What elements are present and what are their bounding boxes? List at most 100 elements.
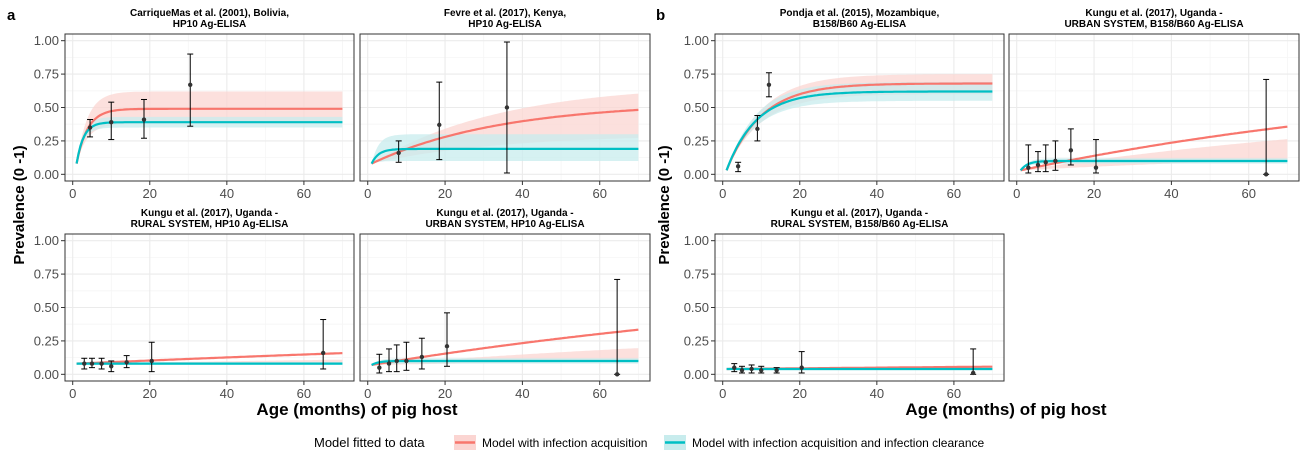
x-tick-label: 0 [364,186,371,201]
y-tick-label: 1.00 [684,233,709,248]
y-tick-label: 0.75 [684,267,709,282]
panel-title: Fevre et al. (2017), Kenya, [444,8,567,19]
data-point [444,344,450,349]
panel-border [1008,33,1300,182]
panel-label-a: a [7,7,16,24]
data-point [394,358,399,364]
x-tick-label: 40 [220,386,234,401]
panel-title: Kungu et al. (2017), Uganda - [141,208,278,219]
y-tick-label: 0.25 [684,133,709,148]
y-tick-label: 0.00 [34,167,59,182]
data-point [755,126,760,132]
data-point [109,364,114,369]
data-point [124,360,129,365]
series-line-clearance [370,147,639,165]
legend-title: Model fitted to data [314,435,425,450]
x-tick-label: 20 [438,186,452,201]
y-tick-label: 0.50 [684,100,709,115]
data-point [970,370,976,376]
plot-area [65,34,354,181]
data-point [766,82,772,87]
data-point [149,358,154,364]
x-tick-label: 60 [947,186,961,201]
x-tick-label: 40 [870,186,884,201]
panels: CarriqueMas et al. (2001), Bolivia,HP10 … [34,8,1300,401]
x-axis-title-right: Age (months) of pig host [905,400,1106,419]
data-point [735,164,741,169]
x-tick-label: 0 [364,386,371,401]
y-tick-label: 0.75 [34,267,59,282]
ci-band-clearance [726,82,993,171]
y-tick-label: 0.50 [34,100,59,115]
chart-panel: Kungu et al. (2017), Uganda -RURAL SYSTE… [34,208,355,401]
x-tick-label: 60 [592,186,606,201]
panel-title: URBAN SYSTEM, HP10 Ag-ELISA [425,219,584,230]
data-point [396,150,401,156]
x-tick-label: 40 [515,386,529,401]
x-tick-label: 60 [297,186,311,201]
x-tick-label: 0 [1013,186,1020,201]
panel-title: Kungu et al. (2017), Uganda - [1085,8,1222,19]
panel-title: Kungu et al. (2017), Uganda - [436,208,573,219]
y-tick-label: 0.00 [684,167,709,182]
y-tick-label: 1.00 [34,233,59,248]
y-tick-label: 1.00 [34,33,59,48]
chart-panel: Fevre et al. (2017), Kenya,HP10 Ag-ELISA… [359,8,651,201]
data-point [141,117,147,122]
y-tick-label: 0.25 [34,133,59,148]
data-point [188,82,193,87]
series-line-clearance [725,90,993,171]
panel-border [359,33,651,182]
panel-title: HP10 Ag-ELISA [173,19,247,30]
data-point [377,365,382,370]
data-point [1043,160,1048,165]
series-line-acquisition [76,352,343,365]
panel-title: HP10 Ag-ELISA [468,19,542,30]
data-point [739,368,745,373]
series-line-clearance [75,121,343,164]
y-tick-label: 1.00 [684,33,709,48]
data-point [1026,165,1031,170]
series-line-clearance [1019,159,1288,172]
data-point [320,350,326,356]
data-point [109,120,114,125]
chart-panel: Kungu et al. (2017), Uganda -URBAN SYSTE… [359,208,651,401]
legend-label-acquisition: Model with infection acquisition [482,436,647,450]
x-tick-label: 20 [143,386,157,401]
series-line-acquisition [75,107,343,164]
data-point [749,366,754,372]
x-tick-label: 20 [1087,186,1101,201]
series-line-acquisition [371,108,639,165]
y-tick-label: 0.25 [34,333,59,348]
data-point [87,125,93,130]
data-point [504,105,510,110]
panel-border [359,233,651,382]
x-tick-label: 20 [793,186,807,201]
x-tick-label: 20 [143,186,157,201]
y-tick-label: 0.00 [684,367,709,382]
data-point [759,368,764,373]
plot-area [360,34,650,181]
x-tick-label: 0 [719,386,726,401]
legend-label-clearance: Model with infection acquisition and inf… [692,436,984,450]
panel-title: URBAN SYSTEM, B158/B60 Ag-ELISA [1064,19,1243,30]
x-tick-label: 60 [297,386,311,401]
x-tick-label: 20 [438,386,452,401]
series-line-clearance [371,359,639,366]
chart-panel: Kungu et al. (2017), Uganda -URBAN SYSTE… [1008,8,1300,201]
y-tick-label: 0.75 [34,67,59,82]
plot-area [360,234,650,381]
chart-panel: Kungu et al. (2017), Uganda -RURAL SYSTE… [684,208,1005,401]
data-point [732,365,737,370]
data-point [437,122,442,128]
chart-panel: Pondja et al. (2015), Mozambique,B158/B6… [684,8,1005,201]
legend-key-acquisition [454,435,476,450]
data-point [386,361,392,366]
panel-label-b: b [656,7,665,24]
y-tick-label: 0.50 [684,300,709,315]
panel-title: RURAL SYSTEM, HP10 Ag-ELISA [131,219,289,230]
data-point [1068,148,1074,153]
panel-title: CarriqueMas et al. (2001), Bolivia, [130,8,289,19]
data-point [799,365,804,370]
x-tick-label: 20 [793,386,807,401]
